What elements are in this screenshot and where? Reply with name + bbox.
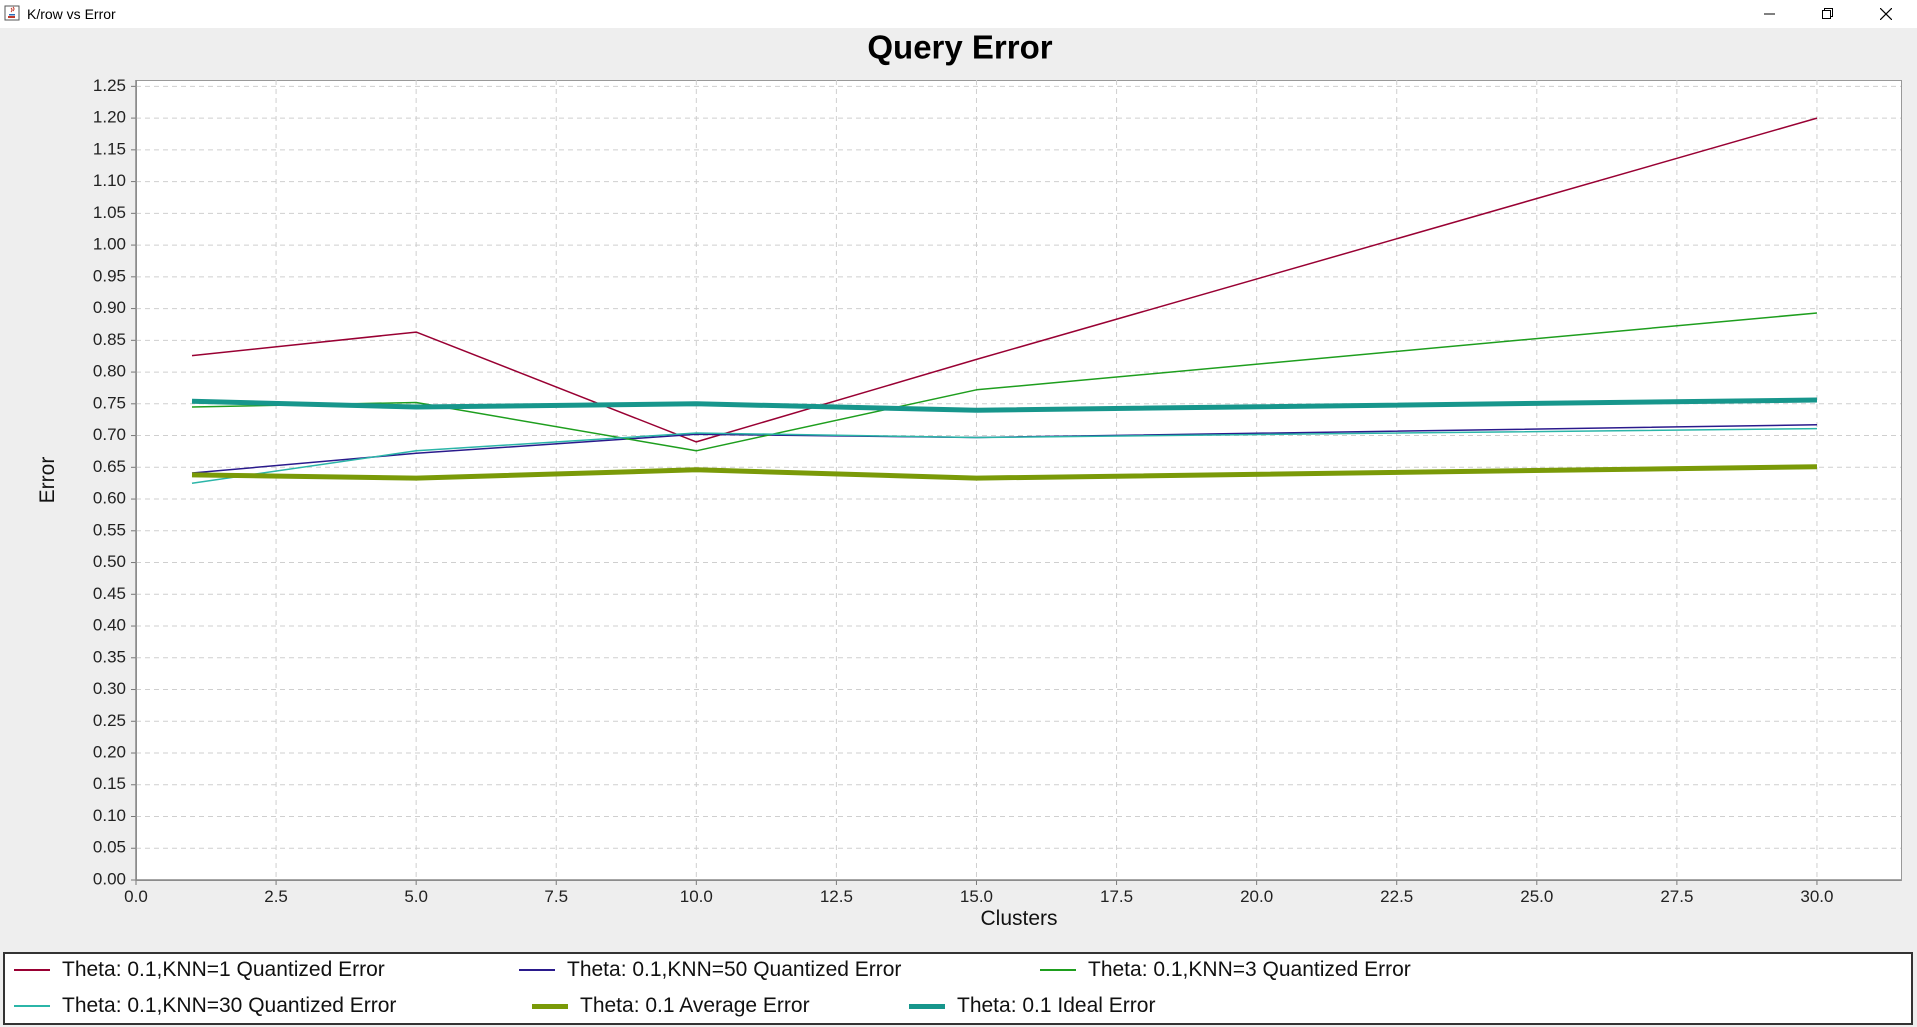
legend-label: Theta: 0.1,KNN=50 Quantized Error bbox=[567, 958, 902, 981]
chart-legend: Theta: 0.1,KNN=1 Quantized Error Theta: 0… bbox=[3, 952, 1913, 1025]
java-app-icon bbox=[4, 5, 20, 21]
x-tick-label: 30.0 bbox=[1800, 887, 1833, 906]
x-tick-label: 20.0 bbox=[1240, 887, 1273, 906]
y-tick-label: 0.80 bbox=[93, 362, 126, 381]
y-tick-label: 0.40 bbox=[93, 616, 126, 635]
legend-item: Theta: 0.1 Average Error bbox=[532, 994, 810, 1018]
chart-title: Query Error bbox=[867, 29, 1052, 66]
close-icon bbox=[1880, 8, 1892, 20]
legend-swatch bbox=[14, 1005, 50, 1007]
restore-icon bbox=[1822, 8, 1833, 19]
legend-label: Theta: 0.1,KNN=1 Quantized Error bbox=[62, 958, 385, 981]
x-tick-label: 27.5 bbox=[1660, 887, 1693, 906]
y-tick-label: 0.50 bbox=[93, 552, 126, 571]
minimize-icon bbox=[1764, 13, 1775, 15]
y-axis-label: Error bbox=[36, 457, 59, 504]
y-tick-label: 0.25 bbox=[93, 711, 126, 730]
legend-item: Theta: 0.1,KNN=3 Quantized Error bbox=[1040, 958, 1411, 982]
plot-area bbox=[136, 80, 1902, 881]
x-tick-label: 15.0 bbox=[960, 887, 993, 906]
y-tick-label: 0.35 bbox=[93, 647, 126, 666]
y-tick-label: 0.30 bbox=[93, 679, 126, 698]
x-tick-label: 25.0 bbox=[1520, 887, 1553, 906]
legend-swatch bbox=[519, 969, 555, 971]
legend-item: Theta: 0.1,KNN=30 Quantized Error bbox=[14, 994, 396, 1018]
y-tick-label: 0.00 bbox=[93, 869, 126, 888]
series-lines bbox=[191, 117, 1818, 484]
axes: 0.00 0.05 0.10 0.15 0.20 0.25 0.30 0.35 0.40 0.45… bbox=[93, 76, 1901, 906]
y-tick-label: 0.85 bbox=[93, 330, 126, 349]
y-tick-label: 0.60 bbox=[93, 489, 126, 508]
restore-button[interactable] bbox=[1799, 0, 1857, 28]
legend-item: Theta: 0.1,KNN=1 Quantized Error bbox=[14, 958, 385, 982]
series-line-6 bbox=[191, 397, 1818, 413]
window-title: K/row vs Error bbox=[27, 6, 116, 22]
y-tick-label: 0.90 bbox=[93, 298, 126, 317]
y-tick-label: 0.55 bbox=[93, 520, 126, 539]
series-line-2 bbox=[191, 424, 1818, 474]
legend-item: Theta: 0.1,KNN=50 Quantized Error bbox=[519, 958, 901, 982]
y-tick-label: 0.15 bbox=[93, 774, 126, 793]
series-line-4 bbox=[191, 427, 1818, 484]
x-tick-label: 7.5 bbox=[544, 887, 568, 906]
grid bbox=[135, 80, 1901, 881]
y-tick-label: 0.95 bbox=[93, 266, 126, 285]
legend-swatch bbox=[909, 1003, 945, 1009]
y-tick-label: 1.15 bbox=[93, 139, 126, 158]
legend-label: Theta: 0.1,KNN=30 Quantized Error bbox=[62, 994, 397, 1017]
legend-swatch bbox=[532, 1003, 568, 1009]
x-tick-label: 2.5 bbox=[264, 887, 288, 906]
y-tick-label: 0.20 bbox=[93, 743, 126, 762]
window-titlebar: K/row vs Error bbox=[0, 0, 1917, 28]
x-tick-label: 10.0 bbox=[680, 887, 713, 906]
x-axis-label: Clusters bbox=[980, 907, 1057, 930]
y-tick-label: 1.05 bbox=[93, 203, 126, 222]
y-tick-label: 0.05 bbox=[93, 838, 126, 857]
line-chart: Query Error 0.00 0.05 0.10 0.15 0.20 0.25 0.30… bbox=[36, 29, 1902, 930]
legend-swatch bbox=[1040, 969, 1076, 971]
legend-label: Theta: 0.1,KNN=3 Quantized Error bbox=[1088, 958, 1411, 981]
y-tick-label: 0.10 bbox=[93, 806, 126, 825]
legend-item: Theta: 0.1 Ideal Error bbox=[909, 994, 1155, 1018]
legend-label: Theta: 0.1 Ideal Error bbox=[957, 994, 1156, 1017]
x-tick-label: 22.5 bbox=[1380, 887, 1413, 906]
x-tick-label: 12.5 bbox=[820, 887, 853, 906]
chart-panel: Query Error 0.00 0.05 0.10 0.15 0.20 0.25 0.30… bbox=[0, 28, 1917, 952]
series-line-5 bbox=[191, 464, 1818, 481]
x-tick-label: 0.0 bbox=[124, 887, 148, 906]
y-tick-label: 1.10 bbox=[93, 171, 126, 190]
minimize-button[interactable] bbox=[1741, 0, 1799, 28]
x-tick-label: 5.0 bbox=[404, 887, 428, 906]
legend-swatch bbox=[14, 969, 50, 971]
close-button[interactable] bbox=[1857, 0, 1915, 28]
series-line-1 bbox=[191, 117, 1818, 443]
y-tick-label: 1.00 bbox=[93, 235, 126, 254]
y-tick-label: 0.75 bbox=[93, 393, 126, 412]
y-tick-label: 1.20 bbox=[93, 108, 126, 127]
x-tick-label: 17.5 bbox=[1100, 887, 1133, 906]
y-tick-label: 0.70 bbox=[93, 425, 126, 444]
y-tick-label: 1.25 bbox=[93, 76, 126, 95]
y-tick-label: 0.45 bbox=[93, 584, 126, 603]
y-tick-label: 0.65 bbox=[93, 457, 126, 476]
legend-label: Theta: 0.1 Average Error bbox=[580, 994, 810, 1017]
